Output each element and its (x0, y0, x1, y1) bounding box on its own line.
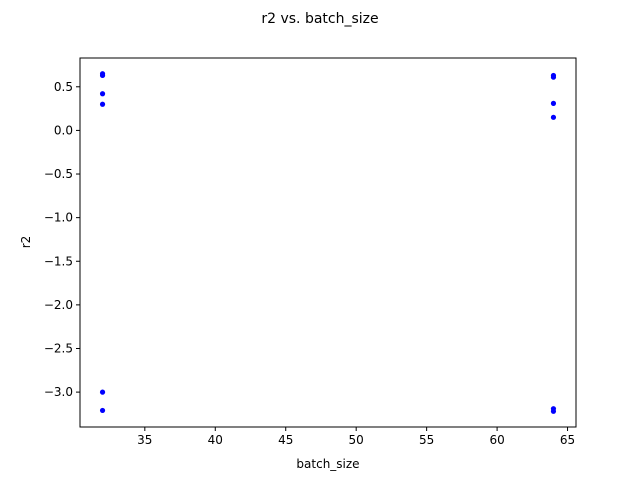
x-tick-label: 65 (560, 433, 575, 447)
data-point (99, 72, 106, 79)
data-point (550, 114, 557, 120)
chart-title: r2 vs. batch_size (261, 11, 378, 27)
plot-area (79, 57, 577, 428)
x-tick-label: 35 (137, 433, 152, 447)
y-tick-label: −1.5 (44, 254, 73, 268)
x-tick-label: 55 (419, 433, 434, 447)
data-point (99, 407, 106, 414)
y-axis-ticks: 0.5 0.0 −0.5 −1.0 −1.5 −2.0 −2.5 −3.0 (44, 80, 80, 399)
x-tick-label: 60 (489, 433, 504, 447)
y-tick-label: 0.5 (54, 80, 73, 94)
y-tick-label: −0.5 (44, 167, 73, 181)
data-point (550, 100, 557, 106)
data-point (99, 389, 106, 395)
data-point (99, 101, 106, 107)
data-point (550, 74, 557, 80)
data-points (99, 71, 557, 414)
x-tick-label: 45 (278, 433, 293, 447)
y-tick-label: −2.5 (44, 341, 73, 355)
y-tick-label: −2.0 (44, 298, 73, 312)
y-tick-label: 0.0 (54, 123, 73, 137)
x-axis-label: batch_size (296, 457, 359, 471)
data-point (99, 91, 106, 97)
x-tick-label: 50 (349, 433, 364, 447)
data-point (550, 408, 557, 414)
x-axis-ticks: 35 40 45 50 55 60 65 (137, 427, 575, 447)
y-axis-label: r2 (19, 236, 33, 249)
y-tick-label: −3.0 (44, 385, 73, 399)
x-tick-label: 40 (208, 433, 223, 447)
y-tick-label: −1.0 (44, 211, 73, 225)
